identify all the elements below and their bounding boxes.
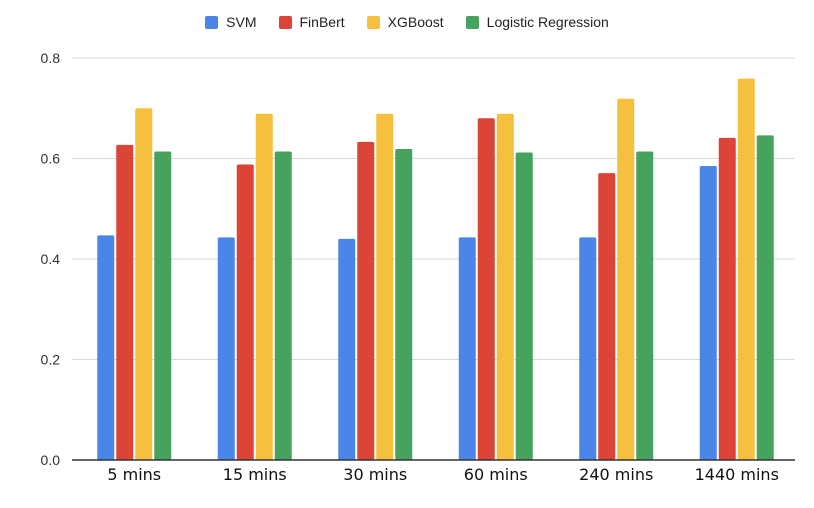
x-tick-label: 240 mins (579, 465, 653, 484)
y-tick-label: 0.8 (41, 50, 61, 66)
bar-xgboost-5-mins (135, 108, 153, 460)
bar-layer (97, 78, 774, 461)
bar-finbert-5-mins (116, 144, 134, 460)
bar-xgboost-15-mins (255, 113, 273, 460)
legend-label-xgboost: XGBoost (387, 14, 444, 30)
grid-layer (72, 57, 795, 360)
legend-item-finbert: FinBert (278, 14, 345, 30)
bar-svm-60-mins (458, 237, 476, 460)
bar-svm-240-mins (579, 237, 597, 460)
bar-finbert-30-mins (357, 141, 375, 461)
legend-label-svm: SVM (226, 14, 257, 30)
bar-xgboost-1440-mins (737, 78, 755, 460)
y-tick-label: 0.4 (41, 251, 61, 267)
bar-logistic-regression-15-mins (274, 151, 292, 460)
legend-label-finbert: FinBert (299, 14, 345, 30)
legend-swatch-logreg (465, 15, 479, 29)
legend-label-logreg: Logistic Regression (486, 14, 609, 30)
bar-svm-15-mins (217, 237, 235, 460)
bar-svm-30-mins (338, 238, 356, 460)
bar-logistic-regression-60-mins (515, 152, 533, 460)
x-tick-label: 30 mins (343, 465, 407, 484)
bar-xgboost-30-mins (376, 113, 394, 460)
bar-logistic-regression-5-mins (154, 151, 172, 460)
legend-item-svm: SVM (205, 14, 257, 30)
bar-finbert-15-mins (236, 164, 254, 460)
legend: SVM FinBert XGBoost Logistic Regression (0, 14, 814, 30)
bar-xgboost-60-mins (496, 113, 514, 460)
axis-layer: 0.0 0.2 0.4 0.6 0.8 5 mins 15 mins 30 mins 60 mi… (41, 50, 795, 484)
bar-svm-1440-mins (699, 166, 717, 460)
bar-svm-5-mins (97, 235, 115, 460)
bar-finbert-240-mins (598, 173, 616, 460)
bar-xgboost-240-mins (617, 98, 635, 460)
y-tick-label: 0.2 (41, 352, 61, 368)
bar-logistic-regression-30-mins (395, 148, 413, 460)
x-tick-label: 1440 mins (695, 465, 779, 484)
y-tick-label: 0.6 (41, 151, 61, 167)
x-tick-label: 15 mins (223, 465, 287, 484)
x-tick-label: 5 mins (107, 465, 161, 484)
legend-item-xgboost: XGBoost (366, 14, 444, 30)
legend-swatch-finbert (278, 15, 292, 29)
bar-finbert-60-mins (477, 118, 495, 461)
bar-logistic-regression-240-mins (636, 151, 654, 460)
bar-finbert-1440-mins (718, 137, 736, 460)
y-tick-label: 0.0 (41, 452, 61, 468)
legend-item-logreg: Logistic Regression (465, 14, 609, 30)
x-tick-label: 60 mins (464, 465, 528, 484)
bar-logistic-regression-1440-mins (756, 135, 774, 460)
legend-swatch-svm (205, 15, 219, 29)
legend-swatch-xgboost (366, 15, 380, 29)
